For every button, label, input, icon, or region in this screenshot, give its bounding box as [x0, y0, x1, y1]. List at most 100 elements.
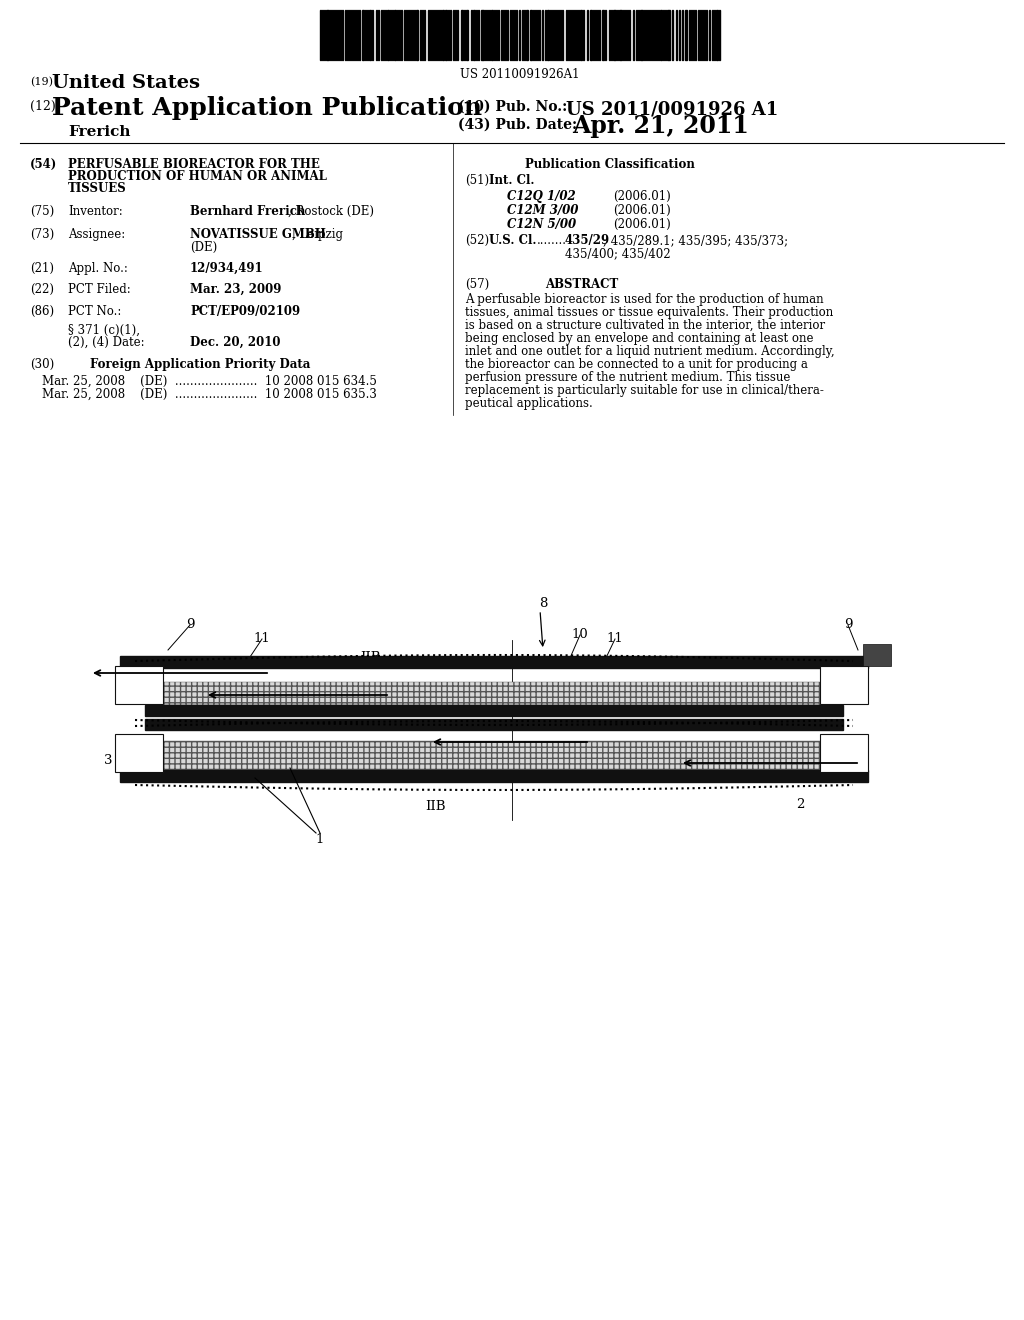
Text: PCT No.:: PCT No.:: [68, 305, 122, 318]
Text: Mar. 25, 2008    (DE)  ......................  10 2008 015 634.5: Mar. 25, 2008 (DE) .....................…: [42, 375, 377, 388]
Text: (75): (75): [30, 205, 54, 218]
Text: A perfusable bioreactor is used for the production of human: A perfusable bioreactor is used for the …: [465, 293, 823, 306]
Text: 435/29: 435/29: [565, 234, 610, 247]
Bar: [445, 11, 447, 59]
Bar: [120, 770, 868, 781]
Bar: [685, 11, 687, 59]
Text: C12N 5/00: C12N 5/00: [507, 218, 577, 231]
Text: (22): (22): [30, 282, 54, 296]
Text: (43) Pub. Date:: (43) Pub. Date:: [458, 117, 578, 132]
Text: Inventor:: Inventor:: [68, 205, 123, 218]
Text: 1: 1: [315, 833, 325, 846]
Text: United States: United States: [52, 74, 200, 92]
Bar: [362, 11, 364, 59]
Text: 9: 9: [844, 618, 852, 631]
Bar: [394, 11, 396, 59]
Text: Assignee:: Assignee:: [68, 228, 125, 242]
Text: PCT/EP09/02109: PCT/EP09/02109: [190, 305, 300, 318]
Text: PRODUCTION OF HUMAN OR ANIMAL: PRODUCTION OF HUMAN OR ANIMAL: [68, 170, 327, 183]
Text: (10) Pub. No.:: (10) Pub. No.:: [458, 100, 567, 114]
Text: Frerich: Frerich: [68, 125, 130, 139]
Text: inlet and one outlet for a liquid nutrient medium. Accordingly,: inlet and one outlet for a liquid nutrie…: [465, 345, 835, 358]
Bar: [416, 11, 418, 59]
Text: being enclosed by an envelope and containing at least one: being enclosed by an envelope and contai…: [465, 333, 813, 345]
Text: 435/400; 435/402: 435/400; 435/402: [565, 247, 671, 260]
Text: Int. Cl.: Int. Cl.: [489, 174, 535, 187]
Bar: [145, 719, 843, 730]
Bar: [461, 11, 463, 59]
Text: the bioreactor can be connected to a unit for producing a: the bioreactor can be connected to a uni…: [465, 358, 808, 371]
Bar: [155, 682, 828, 705]
Text: Mar. 23, 2009: Mar. 23, 2009: [190, 282, 282, 296]
Text: Appl. No.:: Appl. No.:: [68, 261, 128, 275]
Text: 3: 3: [103, 754, 113, 767]
Text: perfusion pressure of the nutrient medium. This tissue: perfusion pressure of the nutrient mediu…: [465, 371, 791, 384]
Text: (2006.01): (2006.01): [613, 205, 671, 216]
Text: (12): (12): [30, 100, 55, 114]
Text: (2), (4) Date:: (2), (4) Date:: [68, 337, 144, 348]
Bar: [602, 11, 604, 59]
Text: (54): (54): [30, 158, 57, 172]
Text: peutical applications.: peutical applications.: [465, 397, 593, 411]
Text: PCT Filed:: PCT Filed:: [68, 282, 131, 296]
Bar: [667, 11, 670, 59]
Text: tissues, animal tissues or tissue equivalents. Their production: tissues, animal tissues or tissue equiva…: [465, 306, 834, 319]
Text: IIB: IIB: [359, 651, 380, 664]
Text: (19): (19): [30, 77, 53, 87]
Text: replacement is particularly suitable for use in clinical/thera-: replacement is particularly suitable for…: [465, 384, 824, 397]
Text: 11: 11: [254, 632, 270, 645]
Text: Foreign Application Priority Data: Foreign Application Priority Data: [90, 358, 310, 371]
Bar: [640, 11, 643, 59]
Text: ; 435/289.1; 435/395; 435/373;: ; 435/289.1; 435/395; 435/373;: [603, 234, 788, 247]
Text: Apr. 21, 2011: Apr. 21, 2011: [572, 114, 749, 139]
Bar: [590, 11, 592, 59]
Bar: [618, 11, 622, 59]
Bar: [466, 11, 468, 59]
Bar: [490, 11, 493, 59]
Text: Patent Application Publication: Patent Application Publication: [52, 96, 482, 120]
Text: US 20110091926A1: US 20110091926A1: [460, 69, 580, 81]
Bar: [387, 11, 389, 59]
Text: (2006.01): (2006.01): [613, 190, 671, 203]
Text: C12Q 1/02: C12Q 1/02: [507, 190, 575, 203]
Bar: [473, 11, 475, 59]
Text: (2006.01): (2006.01): [613, 218, 671, 231]
Text: 12/934,491: 12/934,491: [190, 261, 263, 275]
Text: 2: 2: [796, 799, 804, 810]
Text: (DE): (DE): [190, 242, 217, 253]
Bar: [442, 11, 444, 59]
Bar: [115, 734, 163, 772]
Bar: [145, 705, 843, 715]
Text: is based on a structure cultivated in the interior, the interior: is based on a structure cultivated in th…: [465, 319, 825, 333]
Bar: [369, 11, 371, 59]
Bar: [863, 644, 891, 667]
Bar: [326, 11, 329, 59]
Text: (52): (52): [465, 234, 489, 247]
Bar: [481, 11, 484, 59]
Bar: [580, 11, 582, 59]
Bar: [547, 11, 549, 59]
Text: Mar. 25, 2008    (DE)  ......................  10 2008 015 635.3: Mar. 25, 2008 (DE) .....................…: [42, 388, 377, 401]
Text: , Rostock (DE): , Rostock (DE): [288, 205, 374, 218]
Bar: [660, 11, 662, 59]
Bar: [120, 656, 868, 668]
Text: PERFUSABLE BIOREACTOR FOR THE: PERFUSABLE BIOREACTOR FOR THE: [68, 158, 319, 172]
Text: (21): (21): [30, 261, 54, 275]
Bar: [526, 11, 528, 59]
Text: ABSTRACT: ABSTRACT: [545, 279, 618, 290]
Bar: [820, 667, 868, 704]
Bar: [155, 741, 828, 771]
Text: US 2011/0091926 A1: US 2011/0091926 A1: [566, 100, 778, 117]
Text: C12M 3/00: C12M 3/00: [507, 205, 579, 216]
Bar: [716, 11, 718, 59]
Text: Bernhard Frerich: Bernhard Frerich: [190, 205, 305, 218]
Text: TISSUES: TISSUES: [68, 182, 127, 195]
Text: , Leipzig: , Leipzig: [292, 228, 343, 242]
Text: 10: 10: [571, 628, 589, 642]
Bar: [530, 11, 532, 59]
Bar: [820, 734, 868, 772]
Text: 11: 11: [606, 632, 624, 645]
Text: Publication Classification: Publication Classification: [525, 158, 695, 172]
Text: (57): (57): [465, 279, 489, 290]
Text: 8: 8: [539, 597, 547, 610]
